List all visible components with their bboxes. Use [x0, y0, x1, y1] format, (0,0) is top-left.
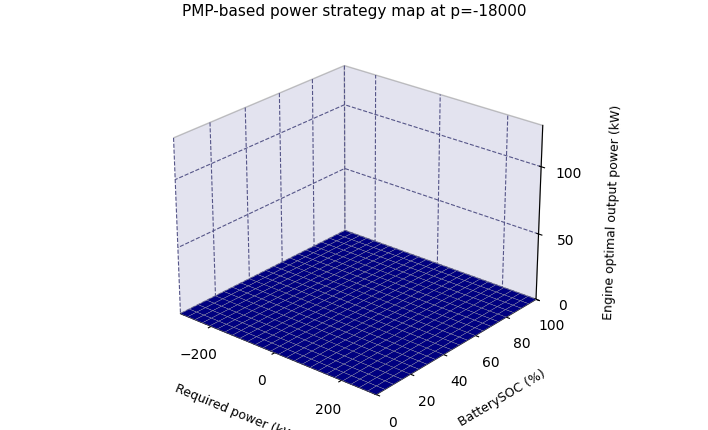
- X-axis label: Required power (kW): Required power (kW): [173, 381, 300, 430]
- Y-axis label: BatterySOC (%): BatterySOC (%): [456, 367, 547, 428]
- Title: PMP-based power strategy map at p=-18000: PMP-based power strategy map at p=-18000: [182, 4, 526, 19]
